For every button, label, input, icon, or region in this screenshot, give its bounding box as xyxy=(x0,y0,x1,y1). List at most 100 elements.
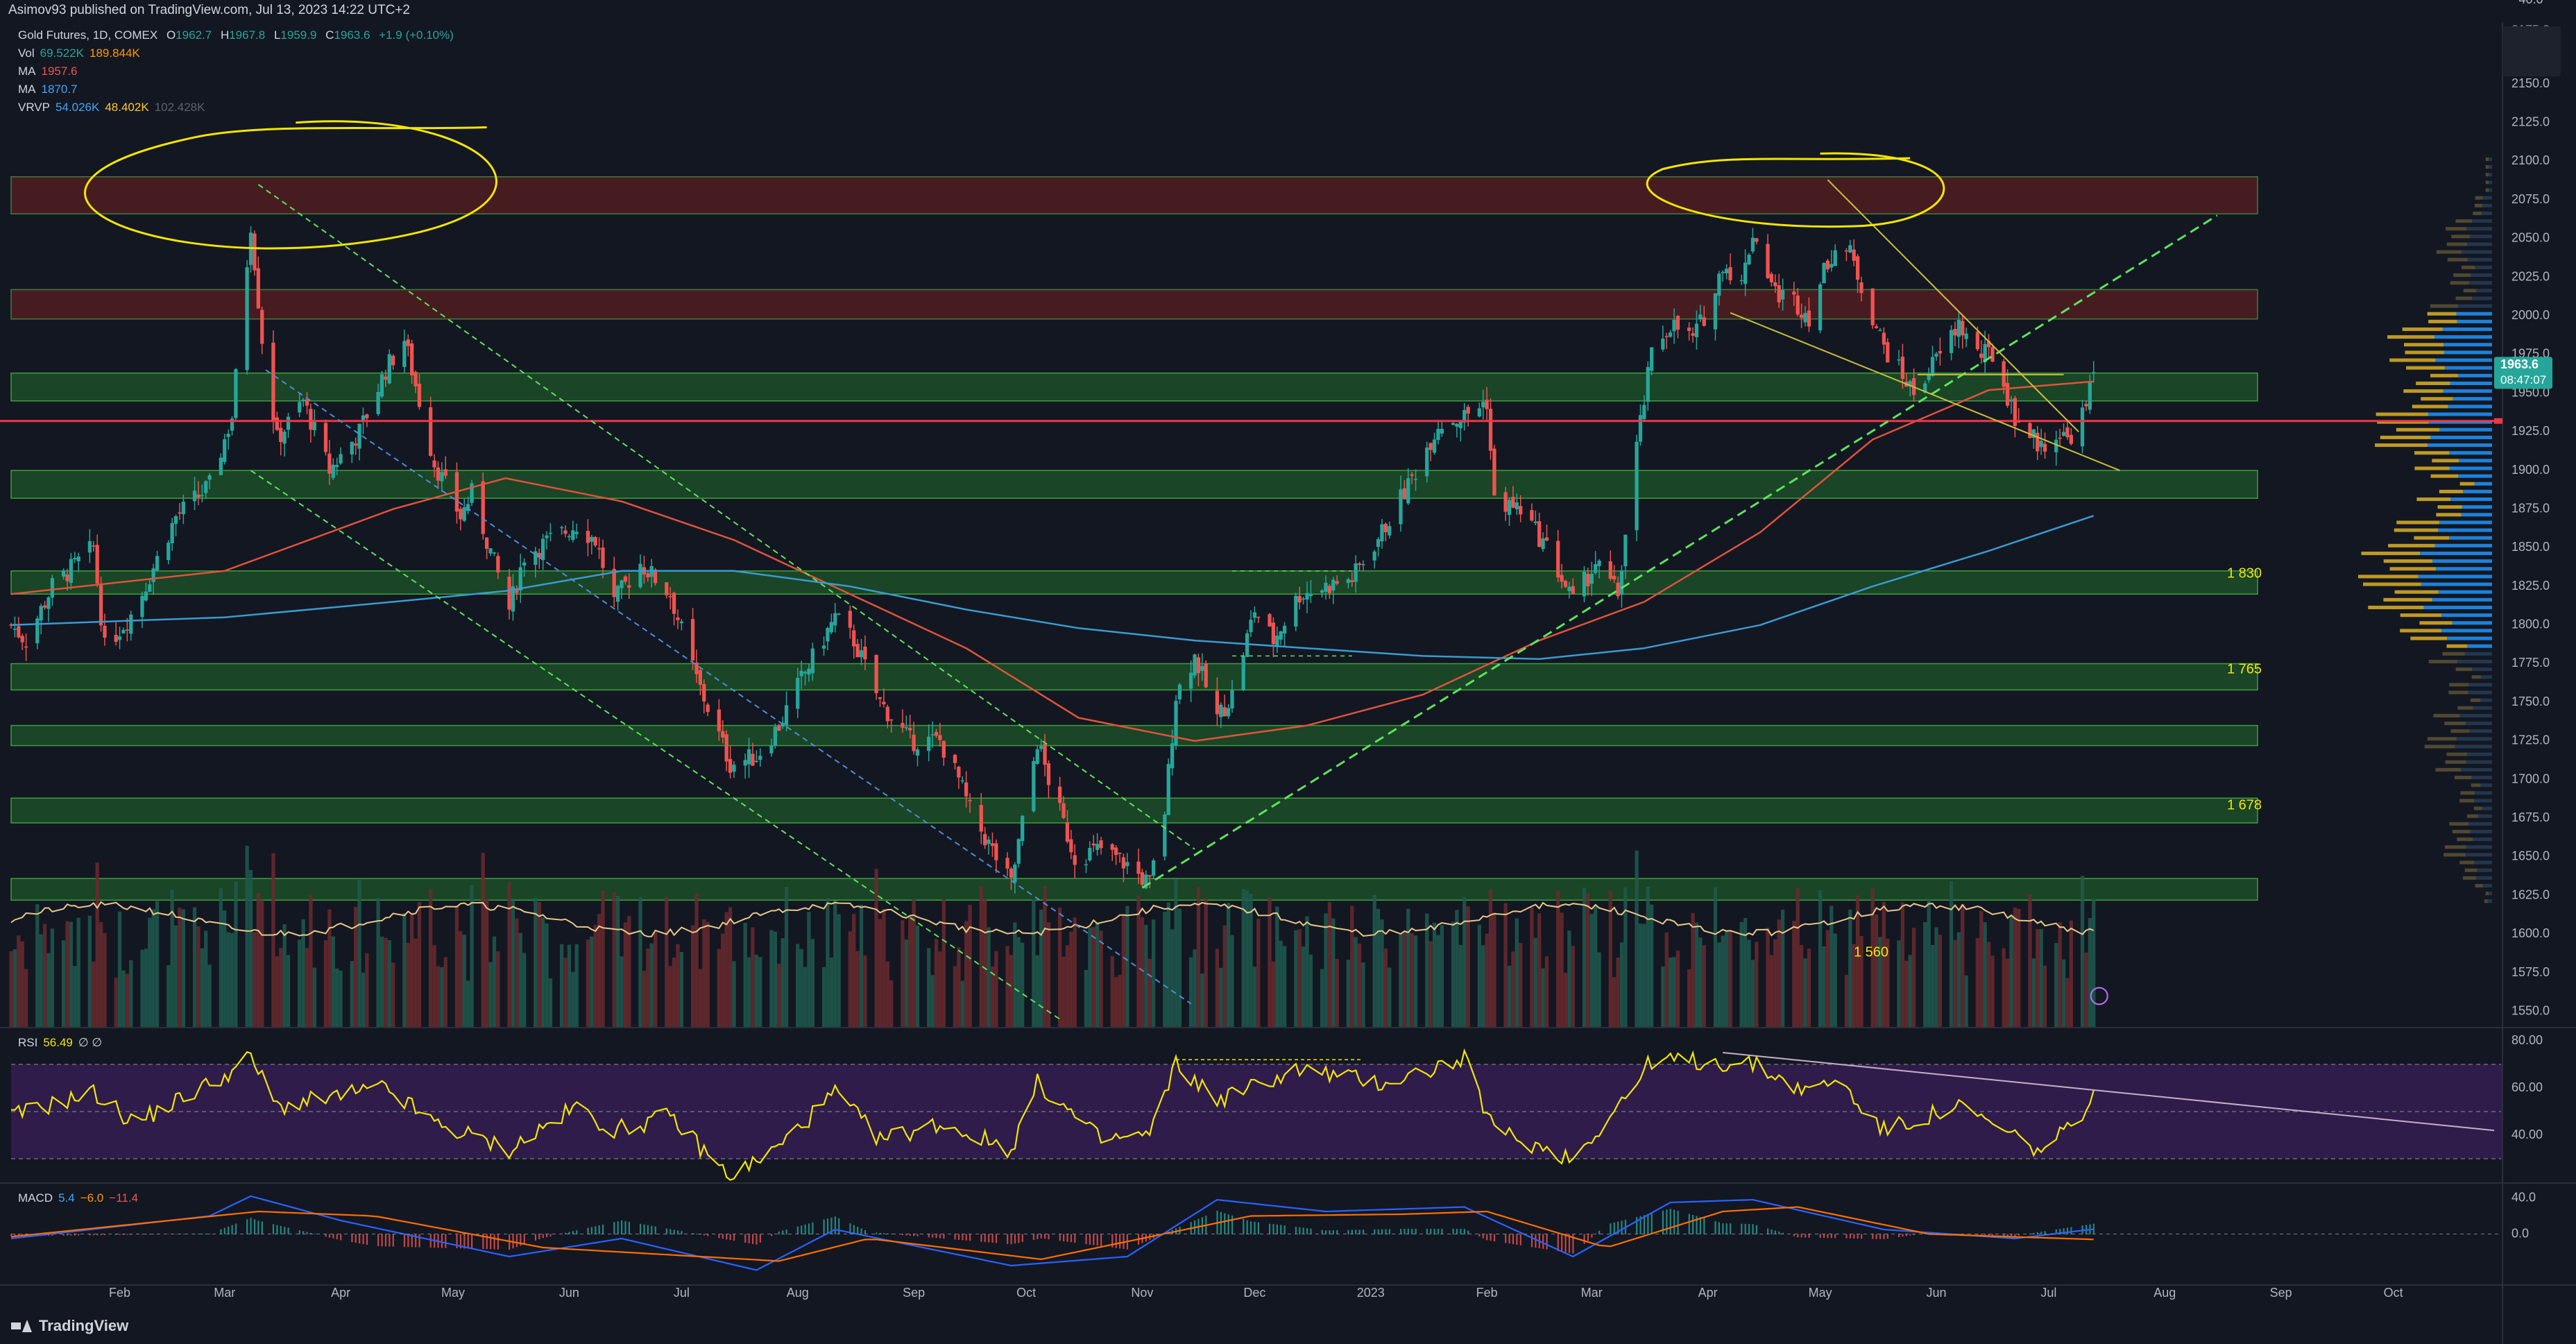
volume-bar xyxy=(170,890,174,1027)
candle-body xyxy=(1346,579,1351,584)
volume-bar xyxy=(548,978,553,1027)
vrvp-bar-sell xyxy=(2444,845,2466,849)
candle-body xyxy=(1110,844,1114,850)
macd-histogram-bar xyxy=(74,1234,76,1236)
price-tick-label: 1600.0 xyxy=(2511,926,2550,940)
volume-bar xyxy=(1091,927,1095,1027)
macd-histogram-bar xyxy=(665,1228,667,1234)
macd-histogram-bar xyxy=(497,1234,500,1250)
volume-bar xyxy=(1975,937,1980,1027)
candle-body xyxy=(1766,244,1770,278)
volume-bar xyxy=(653,932,658,1027)
legend-open: 1962.7 xyxy=(176,28,212,42)
candle-body xyxy=(1582,571,1587,597)
vrvp-bar-sell xyxy=(2416,381,2450,386)
vrvp-bar-sell xyxy=(2394,528,2439,532)
volume-bar xyxy=(1294,930,1298,1027)
candle-body xyxy=(73,558,77,560)
macd-histogram-bar xyxy=(916,1234,919,1236)
volume-bar xyxy=(1410,933,1414,1027)
macd-histogram-bar xyxy=(1224,1213,1226,1234)
macd-histogram-bar xyxy=(100,1234,102,1236)
candle-body xyxy=(1571,586,1575,594)
candle-body xyxy=(537,552,541,558)
volume-bar xyxy=(1099,930,1103,1027)
volume-bar xyxy=(1170,929,1175,1027)
candle-body xyxy=(1485,400,1489,409)
volume-bar xyxy=(151,909,155,1027)
macd-histogram-bar xyxy=(1849,1234,1852,1239)
vrvp-bar-buy xyxy=(2466,722,2492,726)
vrvp-bar-buy xyxy=(2450,497,2492,502)
volume-bar xyxy=(829,958,833,1027)
price-tick-label: 1800.0 xyxy=(2511,618,2550,631)
vrvp-bar-sell xyxy=(2427,737,2457,741)
macd-histogram-bar xyxy=(51,1234,53,1236)
rsi-line xyxy=(10,1048,2095,1181)
candle-body xyxy=(417,383,422,407)
macd-histogram-bar xyxy=(463,1234,466,1249)
volume-bar xyxy=(121,970,126,1027)
vrvp-bar-buy xyxy=(2438,528,2492,532)
volume-bar xyxy=(1911,928,1916,1027)
price-axis-settings-button[interactable] xyxy=(2502,26,2561,76)
macd-histogram-bar xyxy=(1861,1234,1863,1239)
vrvp-bar-buy xyxy=(2441,629,2492,633)
vrvp-bar-buy xyxy=(2455,745,2492,749)
macd-histogram-bar xyxy=(1546,1234,1548,1250)
vrvp-bar-sell xyxy=(2424,745,2455,749)
volume-bar xyxy=(387,939,391,1027)
macd-histogram-bar xyxy=(1610,1223,1612,1234)
price-tick-label: 2025.0 xyxy=(2511,269,2550,283)
volume-bar xyxy=(462,935,466,1027)
volume-bar xyxy=(803,967,808,1027)
candle-body xyxy=(747,749,751,765)
vrvp-bar-sell xyxy=(2453,273,2471,278)
volume-bar xyxy=(1177,908,1182,1027)
candle-body xyxy=(61,570,66,577)
candle-body xyxy=(676,617,680,620)
macd-histogram-bar xyxy=(1650,1213,1653,1234)
price-tick-label: 1825.0 xyxy=(2511,579,2550,593)
macd-histogram-bar xyxy=(1699,1217,1702,1234)
candle-body xyxy=(1956,319,1961,337)
volume-bar xyxy=(1961,903,1965,1027)
vrvp-bar-buy xyxy=(2421,582,2492,586)
candle-body xyxy=(1594,564,1598,573)
volume-bar xyxy=(1519,943,1523,1027)
candle-body xyxy=(1923,383,1927,393)
candle-body xyxy=(103,625,107,638)
candle-body xyxy=(1428,443,1433,450)
vrvp-bar-buy xyxy=(2457,659,2492,663)
macd-histogram-bar xyxy=(1853,1234,1855,1239)
candle-body xyxy=(1357,563,1362,565)
volume-bar xyxy=(1938,934,1943,1027)
macd-histogram-bar xyxy=(62,1234,65,1236)
candle-body xyxy=(702,683,706,701)
macd-histogram-bar xyxy=(1591,1234,1593,1238)
macd-histogram-bar xyxy=(493,1234,495,1250)
alert-bolt-icon xyxy=(2090,987,2108,1005)
vrvp-bar-buy xyxy=(2435,358,2492,362)
volume-bar xyxy=(758,957,762,1027)
macd-histogram-bar xyxy=(366,1234,368,1245)
price-tick-label: 2125.0 xyxy=(2511,115,2550,129)
price-tick-label: 2000.0 xyxy=(2511,308,2550,322)
candle-body xyxy=(1597,560,1601,566)
legend-macd-3: −11.4 xyxy=(109,1191,139,1205)
volume-bar xyxy=(1222,925,1227,1027)
volume-bar xyxy=(1163,911,1167,1027)
vrvp-bar-sell xyxy=(2446,242,2468,246)
vrvp-bar-buy xyxy=(2430,435,2492,439)
tradingview-logo-icon xyxy=(11,1320,32,1332)
macd-histogram-bar xyxy=(520,1234,522,1246)
macd-histogram-bar xyxy=(838,1218,840,1234)
macd-histogram-bar xyxy=(676,1230,679,1234)
candle-body xyxy=(1481,402,1485,408)
macd-histogram-bar xyxy=(119,1234,121,1235)
volume-bar xyxy=(1193,949,1197,1027)
macd-histogram-bar xyxy=(957,1234,960,1240)
candle-body xyxy=(1035,749,1039,764)
macd-histogram-bar xyxy=(943,1234,945,1239)
